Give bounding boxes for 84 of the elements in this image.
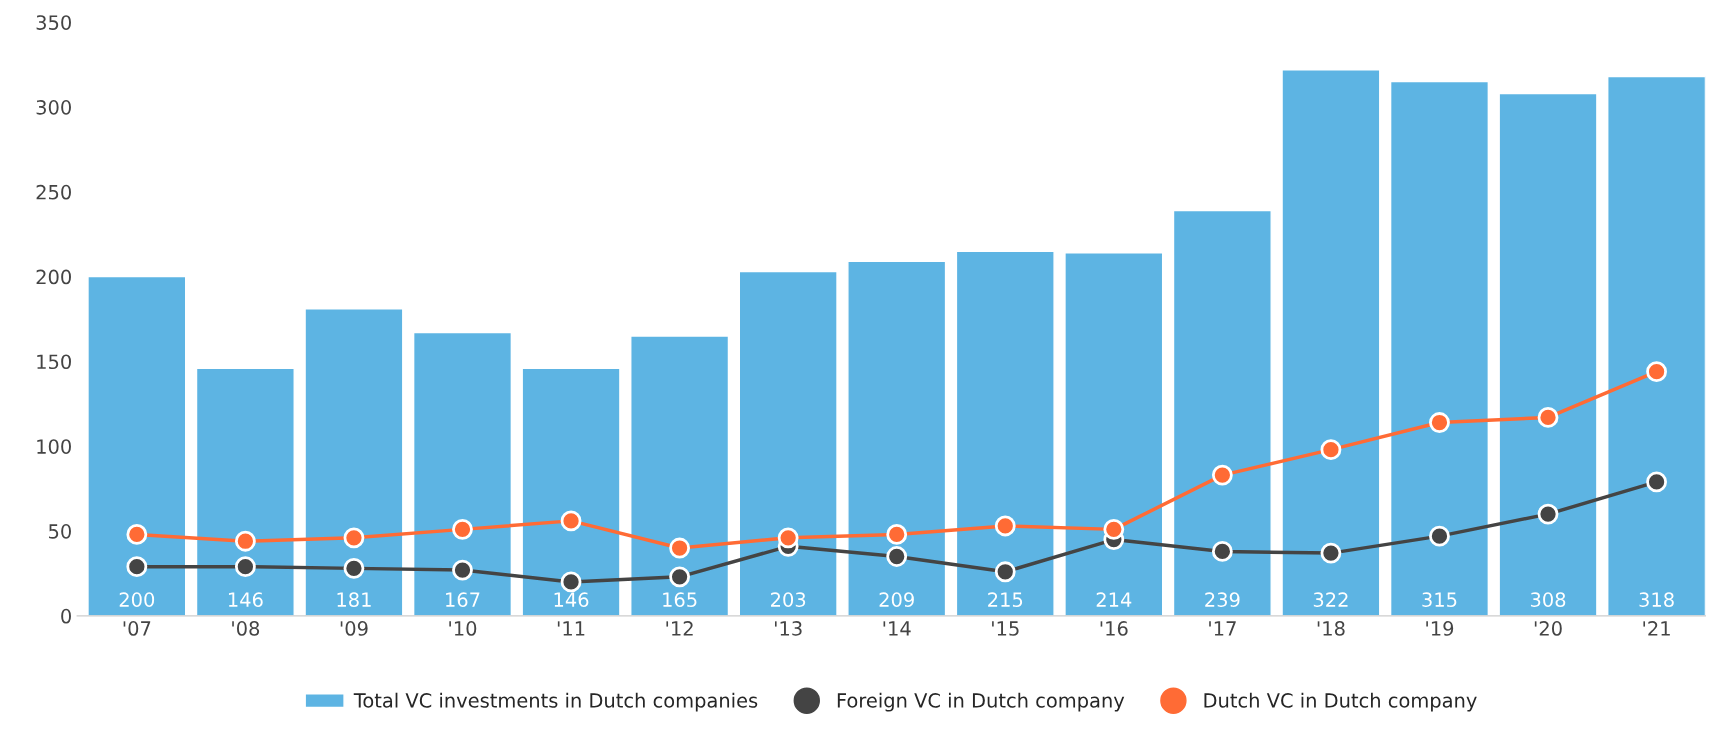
point [234, 530, 256, 552]
bar [955, 250, 1055, 616]
data-label: 215 [988, 592, 1023, 607]
point [1646, 361, 1667, 383]
data-label: 214 [1096, 592, 1132, 607]
y-tick-label: 350 [36, 15, 71, 30]
data-label: 239 [1205, 592, 1240, 607]
point [452, 518, 473, 540]
data-label: 322 [1313, 592, 1348, 607]
point [669, 566, 691, 588]
bar [1607, 75, 1706, 616]
point [1103, 518, 1125, 540]
data-label: 318 [1639, 592, 1674, 607]
x-tick-label: '09 [340, 621, 368, 636]
y-tick-label: 150 [37, 354, 71, 370]
legend-label: Foreign VC in Dutch company [837, 692, 1125, 712]
bar [521, 367, 621, 616]
y-tick-label: 50 [49, 524, 71, 539]
point [1537, 503, 1559, 525]
data-label: 308 [1530, 592, 1566, 607]
bar [87, 275, 187, 616]
bar [1281, 69, 1381, 616]
point [1429, 525, 1450, 547]
data-label: 181 [337, 592, 371, 607]
x-tick-label: '10 [449, 621, 477, 636]
point [343, 557, 365, 579]
point [1537, 407, 1559, 428]
point [777, 527, 799, 549]
data-label: 315 [1422, 592, 1457, 607]
data-label: 165 [663, 592, 697, 607]
x-tick-label: '21 [1643, 621, 1670, 636]
point [886, 524, 908, 545]
y-tick-label: 200 [36, 269, 71, 285]
bar [847, 260, 947, 616]
x-tick-label: '11 [557, 621, 585, 636]
bar [1064, 252, 1164, 616]
x-tick-label: '17 [1209, 621, 1236, 636]
bar [630, 335, 730, 616]
y-tick-label: 250 [36, 184, 71, 200]
y-tick-label: 100 [37, 439, 71, 454]
bar [738, 270, 838, 616]
x-tick-label: '13 [774, 621, 802, 636]
legend-label: Dutch VC in Dutch company [1204, 692, 1477, 712]
bar [195, 367, 295, 616]
bar [1389, 80, 1490, 616]
point [343, 527, 365, 549]
point [452, 559, 473, 581]
point [886, 546, 908, 567]
y-tick-label: 0 [61, 608, 71, 624]
y-tick-label: 300 [36, 100, 71, 115]
point [1429, 412, 1450, 433]
point [994, 515, 1016, 537]
x-tick-label: '19 [1426, 621, 1454, 636]
data-label: 146 [554, 592, 589, 607]
point [1646, 471, 1667, 493]
x-tick-label: '14 [883, 621, 911, 636]
x-tick-label: '12 [666, 621, 693, 636]
x-tick-label: '07 [123, 621, 151, 636]
point [1211, 464, 1233, 486]
point [126, 524, 148, 545]
data-label: 167 [446, 592, 480, 607]
x-tick-label: '18 [1317, 621, 1345, 636]
bar [1172, 209, 1272, 616]
data-label: 146 [228, 592, 263, 607]
bar [412, 331, 513, 616]
point [126, 556, 148, 578]
bar [1498, 92, 1598, 616]
legend-label: Total VC investments in Dutch companies [353, 692, 758, 712]
x-tick-label: '20 [1534, 621, 1562, 636]
point [1211, 540, 1233, 562]
point [234, 556, 256, 578]
point [994, 561, 1016, 583]
point [560, 510, 582, 532]
point [560, 571, 582, 593]
x-tick-label: '16 [1100, 621, 1128, 636]
x-tick-label: '08 [232, 621, 260, 636]
data-label: 209 [879, 592, 914, 607]
point [1320, 439, 1342, 461]
bar [304, 308, 404, 616]
x-tick-label: '15 [992, 621, 1019, 636]
point [669, 537, 691, 559]
data-label: 203 [771, 592, 806, 607]
point [1320, 542, 1342, 564]
data-label: 200 [119, 592, 155, 607]
